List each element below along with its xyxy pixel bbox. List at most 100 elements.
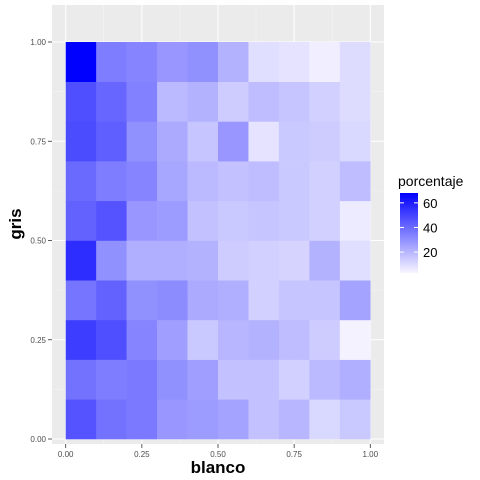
heatmap-cell	[309, 399, 340, 439]
legend-colorbar	[400, 193, 418, 273]
legend: porcentaje 20 40 60	[398, 173, 464, 273]
heatmap-cell	[157, 399, 188, 439]
legend-label: 20	[423, 245, 437, 260]
heatmap-cell	[248, 320, 279, 360]
heatmap-cell	[340, 280, 371, 320]
heatmap-cell	[66, 121, 97, 161]
heatmap-cell	[127, 360, 158, 400]
heatmap-cell	[340, 201, 371, 241]
heatmap-cell	[157, 121, 188, 161]
heatmap-cell	[279, 201, 310, 241]
heatmap-cell	[157, 241, 188, 281]
x-tick-label: 0.00	[58, 450, 74, 459]
heatmap-cell	[309, 320, 340, 360]
heatmap-cell	[66, 280, 97, 320]
heatmap-cell	[218, 42, 249, 82]
heatmap-cell	[188, 42, 219, 82]
heatmap-cell	[248, 360, 279, 400]
heatmap-cell	[218, 241, 249, 281]
heatmap-cell	[309, 241, 340, 281]
heatmap-cell	[218, 82, 249, 122]
heatmap-cell	[157, 42, 188, 82]
heatmap-cell	[309, 360, 340, 400]
heatmap-cell	[248, 241, 279, 281]
heatmap-cell	[340, 42, 371, 82]
heatmap-cell	[66, 320, 97, 360]
heatmap-cell	[279, 121, 310, 161]
heatmap-cell	[340, 241, 371, 281]
y-axis-title: gris	[6, 208, 25, 239]
heatmap-cell	[127, 320, 158, 360]
heatmap-cell	[248, 121, 279, 161]
heatmap-cell	[66, 161, 97, 201]
x-tick-label: 0.75	[286, 450, 302, 459]
heatmap-cell	[188, 360, 219, 400]
heatmap-cell	[188, 280, 219, 320]
heatmap-cell	[340, 320, 371, 360]
heatmap-cell	[66, 82, 97, 122]
heatmap-cell	[188, 121, 219, 161]
heatmap-cell	[218, 280, 249, 320]
heatmap-cell	[127, 82, 158, 122]
heatmap-cell	[188, 399, 219, 439]
heatmap-cell	[96, 82, 127, 122]
heatmap-cell	[218, 320, 249, 360]
heatmap-cell	[248, 280, 279, 320]
heatmap-cell	[188, 320, 219, 360]
heatmap-cell	[96, 360, 127, 400]
heatmap-cell	[248, 82, 279, 122]
x-axis-title: blanco	[191, 458, 246, 477]
heatmap-cell	[309, 42, 340, 82]
heatmap-cell	[340, 82, 371, 122]
heatmap-cell	[96, 241, 127, 281]
heatmap-cell	[309, 82, 340, 122]
heatmap-cell	[157, 320, 188, 360]
heatmap-cell	[157, 201, 188, 241]
heatmap-cell	[188, 161, 219, 201]
legend-label: 60	[423, 196, 437, 211]
heatmap-cell	[96, 42, 127, 82]
heatmap-cell	[127, 280, 158, 320]
y-tick-label: 0.50	[30, 237, 46, 246]
heatmap-cell	[157, 161, 188, 201]
heatmap-cell	[218, 161, 249, 201]
heatmap-cell	[279, 241, 310, 281]
heatmap-cell	[279, 42, 310, 82]
heatmap-cell	[188, 241, 219, 281]
heatmap-cell	[309, 161, 340, 201]
heatmap-cell	[66, 42, 97, 82]
heatmap-cell	[96, 280, 127, 320]
heatmap-cell	[279, 360, 310, 400]
heatmap-cell	[96, 161, 127, 201]
heatmap-cell	[218, 360, 249, 400]
heatmap-cell	[248, 399, 279, 439]
heatmap-cell	[66, 201, 97, 241]
heatmap-cell	[188, 201, 219, 241]
heatmap-cell	[248, 42, 279, 82]
legend-title: porcentaje	[398, 173, 464, 189]
heatmap-cell	[66, 241, 97, 281]
x-axis-ticks: 0.00 0.25 0.50 0.75 1.00	[58, 444, 379, 459]
heatmap-cell	[157, 360, 188, 400]
heatmap-cell	[218, 121, 249, 161]
heatmap-cell	[218, 201, 249, 241]
x-tick-label: 1.00	[363, 450, 379, 459]
heatmap-cells	[66, 42, 371, 439]
y-tick-label: 0.00	[30, 435, 46, 444]
y-axis-ticks: 0.00 0.25 0.50 0.75 1.00	[30, 38, 52, 444]
heatmap-cell	[340, 121, 371, 161]
heatmap-cell	[127, 399, 158, 439]
heatmap-cell	[340, 360, 371, 400]
heatmap-cell	[340, 161, 371, 201]
heatmap-cell	[66, 399, 97, 439]
heatmap-cell	[66, 360, 97, 400]
heatmap-cell	[127, 201, 158, 241]
heatmap-cell	[127, 241, 158, 281]
heatmap-cell	[309, 121, 340, 161]
heatmap-cell	[279, 82, 310, 122]
heatmap-cell	[96, 121, 127, 161]
heatmap-cell	[340, 399, 371, 439]
heatmap-cell	[279, 280, 310, 320]
heatmap-cell	[188, 82, 219, 122]
